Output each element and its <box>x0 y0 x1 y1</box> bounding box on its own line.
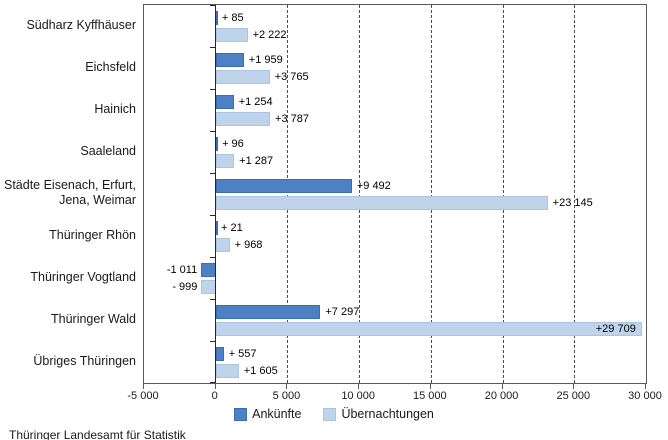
value-label: -1 011 <box>166 263 198 276</box>
gridline-10000 <box>359 5 361 383</box>
value-label: +2 222 <box>252 28 287 41</box>
value-label: +1 254 <box>238 95 273 108</box>
bar-Ankünfte-1 <box>215 52 244 67</box>
bar-Übernachtungen-0 <box>215 27 248 42</box>
x-axis-tick-label: 10 000 <box>341 390 375 402</box>
bar-Ankünfte-2 <box>215 94 234 109</box>
value-label: + 968 <box>234 238 263 251</box>
bar-Übernachtungen-1 <box>215 69 270 84</box>
category-label: Städte Eisenach, Erfurt, Jena, Weimar <box>3 178 136 207</box>
bar-Ankünfte-8 <box>215 346 224 361</box>
x-axis-tick-label: -5 000 <box>127 390 159 402</box>
zero-axis-line <box>215 5 217 383</box>
x-axis: -5 000 0 5 000 10 000 15 000 20 000 25 000 30 0… <box>127 383 662 407</box>
x-axis-tick-label: 15 000 <box>413 390 447 402</box>
category-tick <box>210 382 216 383</box>
value-label: +7 297 <box>325 305 360 318</box>
category-label: Südharz Kyffhäuser <box>26 17 136 32</box>
bar-Übernachtungen-7 <box>215 321 642 336</box>
value-label: +1 959 <box>248 53 283 66</box>
category-tick <box>210 298 216 300</box>
category-tick <box>210 256 216 258</box>
category-tick <box>210 214 216 216</box>
x-axis-tick <box>286 383 288 389</box>
legend-swatch-uebernachtungen <box>323 407 337 421</box>
value-label: - 999 <box>172 280 198 293</box>
category-tick <box>210 172 216 174</box>
source-caption: Thüringer Landesamt für Statistik <box>9 428 186 440</box>
x-axis-tick-label: 25 000 <box>556 390 591 402</box>
value-label: +3 765 <box>274 70 309 83</box>
category-tick <box>210 340 216 342</box>
category-label: Thüringer Rhön <box>49 227 136 242</box>
x-axis-tick-label: 0 <box>211 390 218 402</box>
category-label: Hainich <box>94 101 136 116</box>
bar-Ankünfte-6 <box>201 262 216 277</box>
legend: Ankünfte Übernachtungen <box>0 405 668 423</box>
bar-Übernachtungen-3 <box>215 153 235 168</box>
category-tick <box>210 130 216 132</box>
bar-Ankünfte-5 <box>215 220 218 235</box>
gridline-15000 <box>430 5 432 383</box>
category-label: Eichsfeld <box>85 59 136 74</box>
legend-item-uebernachtungen: Übernachtungen <box>323 407 434 421</box>
category-label: Übriges Thüringen <box>33 353 136 368</box>
bar-Übernachtungen-8 <box>215 363 239 378</box>
x-axis-tick <box>573 383 575 389</box>
value-label: +23 145 <box>552 196 593 209</box>
value-label: +1 605 <box>243 364 278 377</box>
x-axis-tick <box>429 383 431 389</box>
category-tick <box>210 5 216 6</box>
legend-label-uebernachtungen: Übernachtungen <box>341 407 434 421</box>
gridline-5000 <box>287 5 289 383</box>
x-axis-tick-label: 30 000 <box>628 390 662 402</box>
bar-Ankünfte-0 <box>215 10 218 25</box>
category-label: Thüringer Wald <box>51 311 136 326</box>
bar-Übernachtungen-4 <box>215 195 548 210</box>
bar-Ankünfte-7 <box>215 304 321 319</box>
bar-Ankünfte-4 <box>215 178 352 193</box>
value-label: + 21 <box>221 221 243 234</box>
category-axis-labels: Südharz Kyffhäuser Eichsfeld Hainich Saalel… <box>0 4 136 382</box>
x-axis-tick <box>143 383 144 389</box>
value-label: + 85 <box>221 11 244 24</box>
category-tick <box>210 88 216 90</box>
category-label: Saaleland <box>80 143 136 158</box>
category-tick <box>210 46 216 48</box>
legend-swatch-ankuenfte <box>234 407 248 421</box>
category-label: Thüringer Vogtland <box>30 269 136 284</box>
x-axis-tick-label: 20 000 <box>484 390 519 402</box>
value-label: +29 709 <box>595 322 636 335</box>
bar-Ankünfte-3 <box>215 136 218 151</box>
legend-label-ankuenfte: Ankünfte <box>252 407 302 421</box>
gridline-20000 <box>502 5 504 383</box>
value-label: + 96 <box>222 137 244 150</box>
x-axis-tick <box>645 383 646 389</box>
bar-Übernachtungen-6 <box>201 279 216 294</box>
x-axis-tick-label: 5 000 <box>272 390 301 402</box>
value-label: +1 287 <box>239 154 274 167</box>
gridline-25000 <box>574 5 576 383</box>
value-label: +9 492 <box>356 179 391 192</box>
bar-Übernachtungen-2 <box>215 111 271 126</box>
x-axis-tick <box>214 383 216 389</box>
x-axis-tick <box>501 383 503 389</box>
legend-item-ankuenfte: Ankünfte <box>234 407 301 421</box>
plot-area: + 85 +1 959 +1 254 + 96 +9 492 + 21 -1 011 +7 2… <box>143 4 647 384</box>
value-label: +3 787 <box>275 112 309 125</box>
value-label: + 557 <box>228 347 257 360</box>
x-axis-tick <box>358 383 360 389</box>
bar-Übernachtungen-5 <box>215 237 230 252</box>
